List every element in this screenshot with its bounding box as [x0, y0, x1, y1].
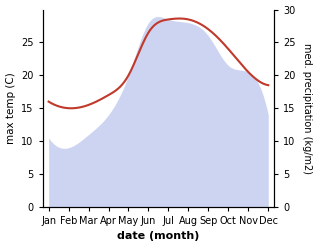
Y-axis label: max temp (C): max temp (C)	[5, 72, 16, 144]
Y-axis label: med. precipitation (kg/m2): med. precipitation (kg/m2)	[302, 43, 313, 174]
X-axis label: date (month): date (month)	[117, 231, 200, 242]
